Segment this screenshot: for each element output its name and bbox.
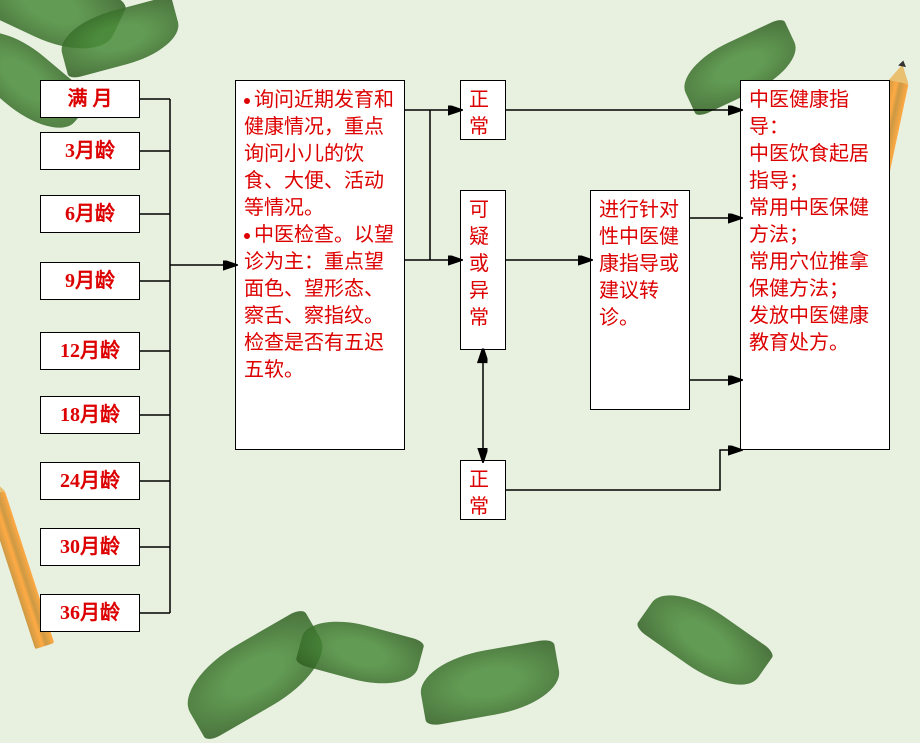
stage-label: 12月龄 xyxy=(60,338,120,365)
stage-box-36m: 36月龄 xyxy=(40,594,140,632)
stage-box-3m: 3月龄 xyxy=(40,132,140,170)
stage-label: 24月龄 xyxy=(60,468,120,495)
stage-box-full-month: 满 月 xyxy=(40,80,140,118)
stage-label: 3月龄 xyxy=(65,138,115,165)
outcome-l2: 常用中医保健方法； xyxy=(749,195,881,249)
stage-label: 18月龄 xyxy=(60,402,120,429)
suspect-label: 可疑或异常 xyxy=(469,197,497,332)
outcome-l4: 发放中医健康教育处方。 xyxy=(749,303,881,357)
targeted-box: 进行针对性中医健康指导或建议转诊。 xyxy=(590,190,690,410)
suspect-box: 可疑或异常 xyxy=(460,190,506,350)
exam-box: 询问近期发育和健康情况，重点询问小儿的饮食、大便、活动等情况。 中医检查。以望诊… xyxy=(235,80,405,450)
normal-bottom-label: 正常 xyxy=(469,467,497,521)
stage-box-6m: 6月龄 xyxy=(40,195,140,233)
outcome-l1: 中医饮食起居指导； xyxy=(749,141,881,195)
exam-p2: 中医检查。以望诊为主：重点望面色、望形态、察舌、察指纹。检查是否有五迟五软。 xyxy=(244,222,396,384)
stage-label: 6月龄 xyxy=(65,201,115,228)
outcome-title: 中医健康指导： xyxy=(749,87,881,141)
targeted-label: 进行针对性中医健康指导或建议转诊。 xyxy=(599,197,681,332)
stage-label: 30月龄 xyxy=(60,534,120,561)
normal-bottom-box: 正常 xyxy=(460,460,506,520)
stage-box-9m: 9月龄 xyxy=(40,262,140,300)
stage-label: 满 月 xyxy=(68,86,113,113)
exam-p1: 询问近期发育和健康情况，重点询问小儿的饮食、大便、活动等情况。 xyxy=(244,87,396,222)
stage-label: 36月龄 xyxy=(60,600,120,627)
stage-label: 9月龄 xyxy=(65,268,115,295)
outcome-box: 中医健康指导： 中医饮食起居指导； 常用中医保健方法； 常用穴位推拿保健方法； … xyxy=(740,80,890,450)
normal-top-label: 正常 xyxy=(469,87,497,141)
normal-top-box: 正常 xyxy=(460,80,506,140)
stage-box-24m: 24月龄 xyxy=(40,462,140,500)
stage-box-12m: 12月龄 xyxy=(40,332,140,370)
stage-box-18m: 18月龄 xyxy=(40,396,140,434)
outcome-l3: 常用穴位推拿保健方法； xyxy=(749,249,881,303)
stage-box-30m: 30月龄 xyxy=(40,528,140,566)
